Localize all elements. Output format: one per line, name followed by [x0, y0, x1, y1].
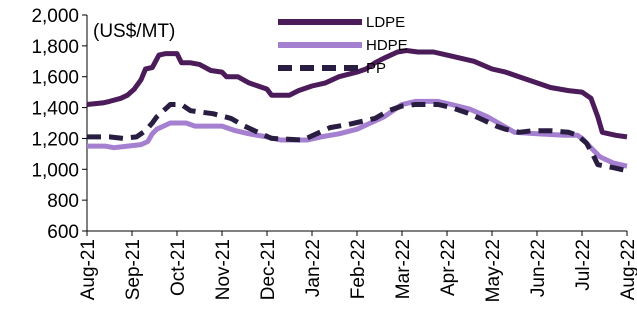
y-tick-label: 1,800: [31, 37, 79, 58]
x-tick-label: Sep-21: [123, 239, 144, 300]
y-tick-label: 2,000: [31, 6, 79, 27]
x-tick-label: Jan-22: [303, 239, 324, 297]
legend: LDPE HDPE PP: [278, 14, 408, 77]
y-tick-label: 600: [47, 222, 79, 243]
x-tick-label: Feb-22: [348, 239, 369, 299]
x-tick-label: Nov-21: [213, 239, 234, 300]
x-tick-label: Dec-21: [258, 239, 279, 300]
y-axis: 2,000 1,800 1,600 1,400 1,200 1,000 800 600: [31, 6, 88, 243]
legend-label-ldpe: LDPE: [366, 14, 405, 31]
y-tick-label: 1,600: [31, 68, 79, 89]
unit-label: (US$/MT): [93, 21, 175, 42]
y-tick-label: 1,400: [31, 99, 79, 120]
x-tick-label: May-22: [483, 239, 504, 302]
series-line-ldpe: [86, 48, 628, 140]
series-line-hdpe: [87, 98, 628, 169]
y-tick-label: 1,000: [31, 160, 79, 181]
x-tick-label: Aug-22: [618, 239, 637, 300]
y-tick-label: 1,200: [31, 129, 79, 150]
x-tick-label: Jun-22: [528, 239, 549, 297]
legend-label-hdpe: HDPE: [366, 37, 408, 54]
x-axis: Aug-21 Sep-21 Oct-21 Nov-21 Dec-21 Jan-22 Feb-…: [78, 230, 637, 302]
x-tick-label: Apr-22: [438, 239, 459, 296]
series-line-pp: [87, 102, 628, 174]
series-layer: [86, 48, 628, 174]
legend-label-pp: PP: [366, 60, 386, 77]
x-tick-label: Oct-21: [168, 239, 189, 296]
x-tick-label: Jul-22: [573, 239, 594, 291]
x-tick-label: Aug-21: [78, 239, 99, 300]
y-tick-label: 800: [47, 191, 79, 212]
x-tick-label: Mar-22: [393, 239, 414, 299]
